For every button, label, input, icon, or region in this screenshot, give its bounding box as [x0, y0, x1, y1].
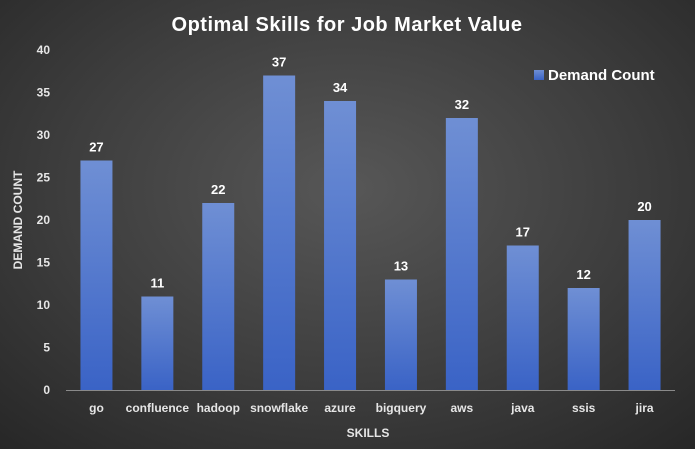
data-labels: 27 11 22 37 34 13 32 17 12 20 — [89, 55, 652, 291]
bars — [80, 75, 661, 390]
y-axis-label: DEMAND COUNT — [11, 170, 25, 269]
x-tick-label: azure — [324, 401, 356, 415]
chart-title: Optimal Skills for Job Market Value — [172, 14, 523, 36]
x-tick-label: go — [89, 401, 104, 415]
x-tick-label: aws — [451, 401, 474, 415]
bar-jira — [628, 220, 661, 390]
y-tick-label: 30 — [37, 128, 51, 142]
legend-swatch — [534, 70, 544, 80]
y-tick-label: 35 — [37, 86, 51, 100]
bar-aws — [445, 118, 478, 390]
bar-java — [506, 245, 539, 390]
y-tick-label: 40 — [37, 43, 51, 57]
y-tick-label: 20 — [37, 213, 51, 227]
data-label: 12 — [576, 267, 590, 282]
y-tick-label: 15 — [37, 256, 51, 270]
data-label: 34 — [333, 80, 348, 95]
bar-hadoop — [202, 203, 235, 390]
bar-confluence — [141, 296, 174, 390]
legend-label: Demand Count — [548, 67, 655, 84]
x-tick-label: ssis — [572, 401, 596, 415]
data-label: 11 — [150, 276, 164, 291]
data-label: 20 — [637, 199, 651, 214]
y-axis-ticks: 0 5 10 15 20 25 30 35 40 — [37, 43, 51, 397]
x-tick-label: snowflake — [250, 401, 308, 415]
x-axis-label: SKILLS — [347, 426, 390, 440]
data-label: 27 — [89, 140, 103, 155]
y-tick-label: 0 — [43, 383, 50, 397]
bar-ssis — [567, 288, 600, 390]
x-axis-ticks: go confluence hadoop snowflake azure bigquery… — [89, 401, 654, 415]
data-label: 13 — [394, 259, 408, 274]
x-tick-label: java — [510, 401, 535, 415]
y-tick-label: 25 — [37, 171, 51, 185]
data-label: 22 — [211, 182, 225, 197]
bar-snowflake — [263, 75, 296, 390]
x-tick-label: bigquery — [376, 401, 427, 415]
data-label: 32 — [455, 97, 469, 112]
x-tick-label: jira — [635, 401, 654, 415]
legend: Demand Count — [534, 67, 655, 84]
x-tick-label: hadoop — [197, 401, 240, 415]
x-tick-label: confluence — [126, 401, 190, 415]
y-tick-label: 5 — [43, 341, 50, 355]
bar-go — [80, 160, 113, 390]
data-label: 17 — [516, 225, 530, 240]
data-label: 37 — [272, 55, 286, 70]
bar-azure — [324, 101, 357, 390]
y-tick-label: 10 — [37, 298, 51, 312]
bar-bigquery — [384, 279, 417, 390]
